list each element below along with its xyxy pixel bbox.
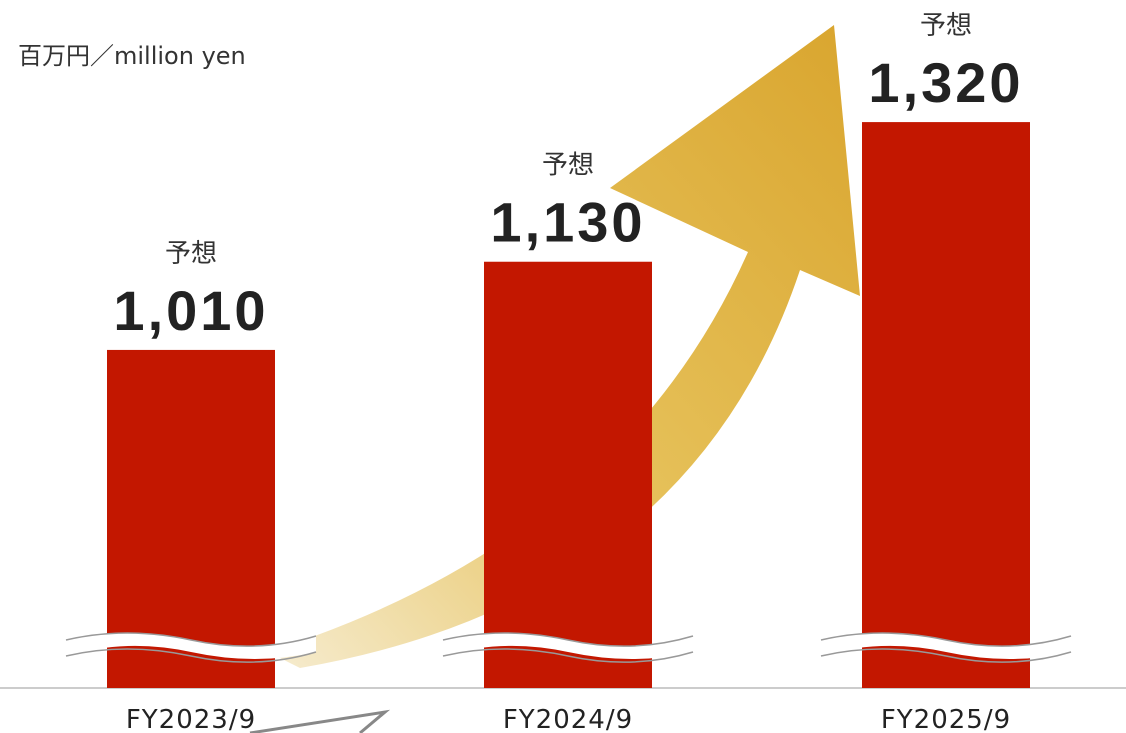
value-label: 1,320 bbox=[868, 51, 1023, 114]
x-tick-label: FY2025/9 bbox=[881, 705, 1011, 733]
small-arrow bbox=[249, 709, 391, 733]
axis-break-edge bbox=[820, 648, 1072, 663]
annotation: 予想 bbox=[165, 239, 217, 269]
annotation: 予想 bbox=[542, 151, 594, 181]
bar bbox=[484, 261, 652, 688]
axis-break-edge bbox=[65, 648, 317, 663]
unit-label: 百万円／million yen bbox=[18, 42, 246, 70]
value-label: 1,010 bbox=[113, 279, 268, 342]
axis-break-edge bbox=[65, 632, 317, 647]
x-tick-label: FY2023/9 bbox=[126, 705, 256, 733]
axis-break-edge bbox=[442, 632, 694, 647]
bar bbox=[862, 122, 1030, 689]
annotation: 予想 bbox=[920, 11, 972, 41]
growth-arrow bbox=[268, 25, 860, 668]
value-label: 1,130 bbox=[490, 191, 645, 254]
bar bbox=[107, 349, 275, 688]
axis-break bbox=[443, 633, 693, 659]
x-tick-label: FY2024/9 bbox=[503, 705, 633, 733]
axis-break-edge bbox=[820, 632, 1072, 647]
axis-break bbox=[821, 633, 1071, 659]
axis-break-edge bbox=[442, 648, 694, 663]
axis-break bbox=[66, 633, 316, 659]
